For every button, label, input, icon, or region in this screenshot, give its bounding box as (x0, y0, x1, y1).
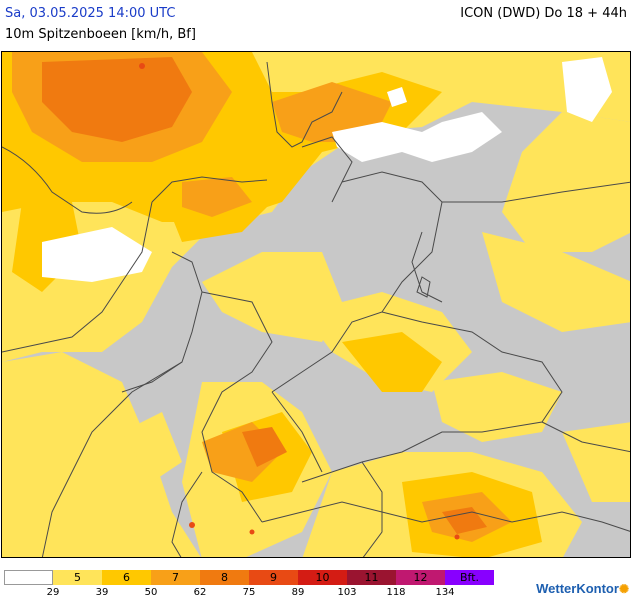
legend-box-bft5: 5 (53, 570, 102, 585)
legend-tick: 50 (144, 587, 158, 598)
legend-box-bft8: 8 (200, 570, 249, 585)
legend-tick: 134 (435, 587, 455, 598)
legend-tick: 29 (46, 587, 60, 598)
gust-zone-bft9 (139, 63, 460, 540)
gust-map-svg (2, 52, 630, 557)
wetterkontor-logo[interactable]: WetterKontor✺ (536, 581, 629, 596)
legend-box-bft11: 11 (347, 570, 396, 585)
brand-name: WetterKontor (536, 581, 619, 596)
legend-tick: 89 (291, 587, 305, 598)
parameter-title: 10m Spitzenboeen [km/h, Bf] (5, 27, 196, 42)
legend-box-bft9: 9 (249, 570, 298, 585)
legend-box-bft7: 7 (151, 570, 200, 585)
forecast-date: Sa, 03.05.2025 14:00 UTC (5, 6, 176, 21)
legend-tick: 75 (242, 587, 256, 598)
legend-box-bft10: 10 (298, 570, 347, 585)
model-run: ICON (DWD) Do 18 + 44h (460, 6, 627, 21)
legend-tick: 62 (193, 587, 207, 598)
legend-box-bft-unit: Bft. (445, 570, 494, 585)
legend-box-bft12: 12 (396, 570, 445, 585)
gust-map[interactable] (1, 51, 631, 558)
legend-box-below-5 (4, 570, 53, 585)
legend-tick: 118 (386, 587, 406, 598)
legend-colorbar: 5 6 7 8 9 10 11 12 Bft. (4, 570, 494, 585)
legend-kmh-ticks: 29 39 50 62 75 89 103 118 134 (4, 587, 504, 599)
legend-box-bft6: 6 (102, 570, 151, 585)
wk-sun-icon: ✺ (618, 582, 629, 596)
gust-zone-bft8 (42, 57, 487, 534)
legend-tick: 103 (337, 587, 357, 598)
country-borders (2, 61, 630, 557)
legend-tick: 39 (95, 587, 109, 598)
calm-sea-areas (42, 57, 612, 282)
